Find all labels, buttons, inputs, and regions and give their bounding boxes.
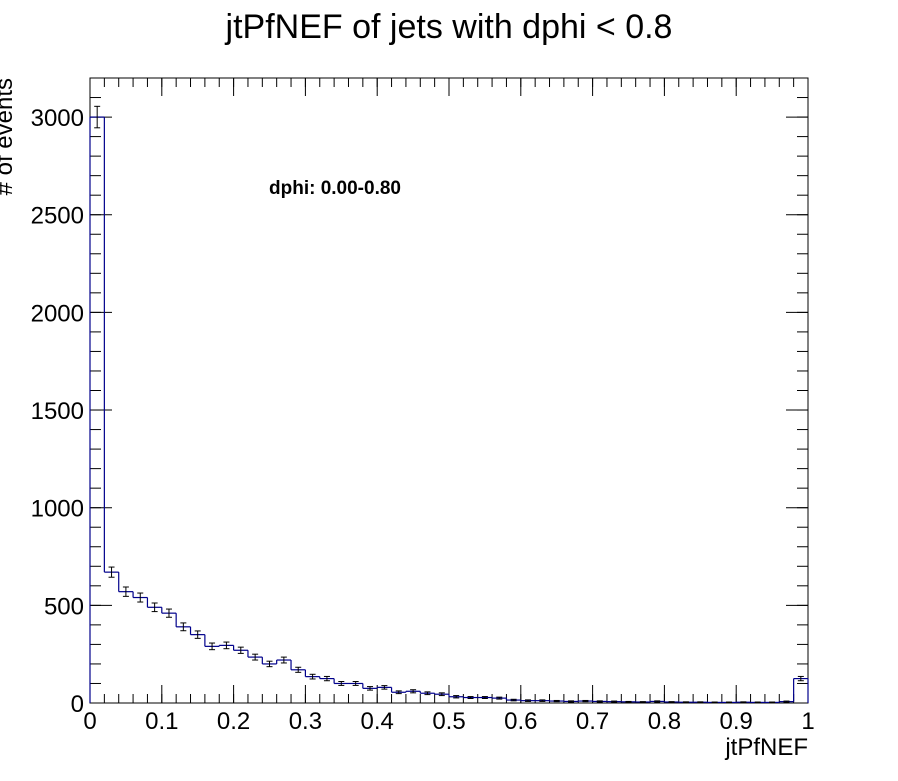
y-tick-labels: 0 500 1000 1500 2000 2500 3000 [31, 105, 84, 718]
error-bar [467, 696, 474, 700]
x-tick-label: 0.5 [432, 708, 465, 735]
error-bar [209, 642, 216, 651]
x-axis-label: jtPfNEF [724, 734, 808, 761]
error-bar [323, 675, 330, 682]
error-bar [438, 692, 445, 697]
error-bar [510, 698, 517, 702]
error-bar [338, 681, 345, 686]
dphi-annotation: dphi: 0.00-0.80 [269, 178, 401, 199]
x-tick-label: 0.7 [576, 708, 609, 735]
plot-frame [89, 77, 809, 704]
error-bar [151, 602, 158, 613]
error-bar [395, 690, 402, 695]
x-tick-label: 1 [801, 708, 814, 735]
y-axis-label: # of events [0, 78, 18, 195]
x-tick-label: 0.8 [648, 708, 681, 735]
error-bar [697, 701, 704, 704]
x-tick-label: 0.2 [217, 708, 250, 735]
y-tick-label: 3000 [31, 105, 84, 132]
error-bar [309, 673, 316, 680]
error-bar [223, 641, 230, 650]
error-bar [108, 566, 115, 578]
error-bar [539, 699, 546, 702]
error-bar [122, 586, 129, 597]
error-bar [711, 701, 718, 704]
error-bar [625, 700, 632, 703]
chart-title: jtPfNEF of jets with dphi < 0.8 [225, 8, 673, 46]
error-bar [740, 701, 747, 704]
y-tick-label: 1000 [31, 496, 84, 523]
error-bar [582, 699, 589, 703]
x-tick-labels: 0 0.1 0.2 0.3 0.4 0.5 0.6 0.7 0.8 0.9 1 [83, 708, 814, 735]
error-bar [668, 701, 675, 703]
error-bar [266, 660, 273, 668]
y-tick-label: 500 [44, 593, 84, 620]
error-bar [252, 653, 259, 661]
error-bar [639, 701, 646, 703]
error-bar [754, 701, 761, 704]
error-bar [180, 622, 187, 632]
x-tick-label: 0.4 [361, 708, 394, 735]
error-bars [94, 105, 804, 704]
error-bar [797, 675, 804, 682]
y-tick-label: 1500 [31, 398, 84, 425]
y-tick-label: 0 [71, 691, 84, 718]
x-tick-label: 0.9 [720, 708, 753, 735]
error-bar [280, 656, 287, 664]
error-bar [783, 700, 790, 703]
error-bar [524, 699, 531, 702]
error-bar [410, 689, 417, 694]
error-bar [726, 701, 733, 704]
x-tick-label: 0.3 [289, 708, 322, 735]
y-tick-label: 2500 [31, 203, 84, 230]
error-bar [496, 696, 503, 700]
error-bar [654, 700, 661, 703]
error-bar [137, 592, 144, 603]
error-bar [568, 700, 575, 703]
error-bar [165, 608, 172, 618]
error-bar [611, 700, 618, 703]
error-bar [237, 646, 244, 654]
x-tick-label: 0.1 [145, 708, 178, 735]
axis-ticks [89, 77, 809, 704]
x-tick-label: 0 [83, 708, 96, 735]
error-bar [424, 691, 431, 696]
error-bar [481, 696, 488, 700]
y-tick-label: 2000 [31, 300, 84, 327]
error-bar [352, 681, 359, 686]
error-bar [596, 700, 603, 703]
x-tick-label: 0.6 [504, 708, 537, 735]
histogram-bins [89, 116, 809, 704]
error-bar [94, 105, 101, 129]
error-bar [553, 699, 560, 703]
error-bar [682, 701, 689, 704]
error-bar [367, 686, 374, 691]
error-bar [295, 666, 302, 673]
error-bar [194, 630, 201, 639]
error-bar [453, 695, 460, 699]
error-bar [381, 685, 388, 690]
error-bar [769, 701, 776, 704]
